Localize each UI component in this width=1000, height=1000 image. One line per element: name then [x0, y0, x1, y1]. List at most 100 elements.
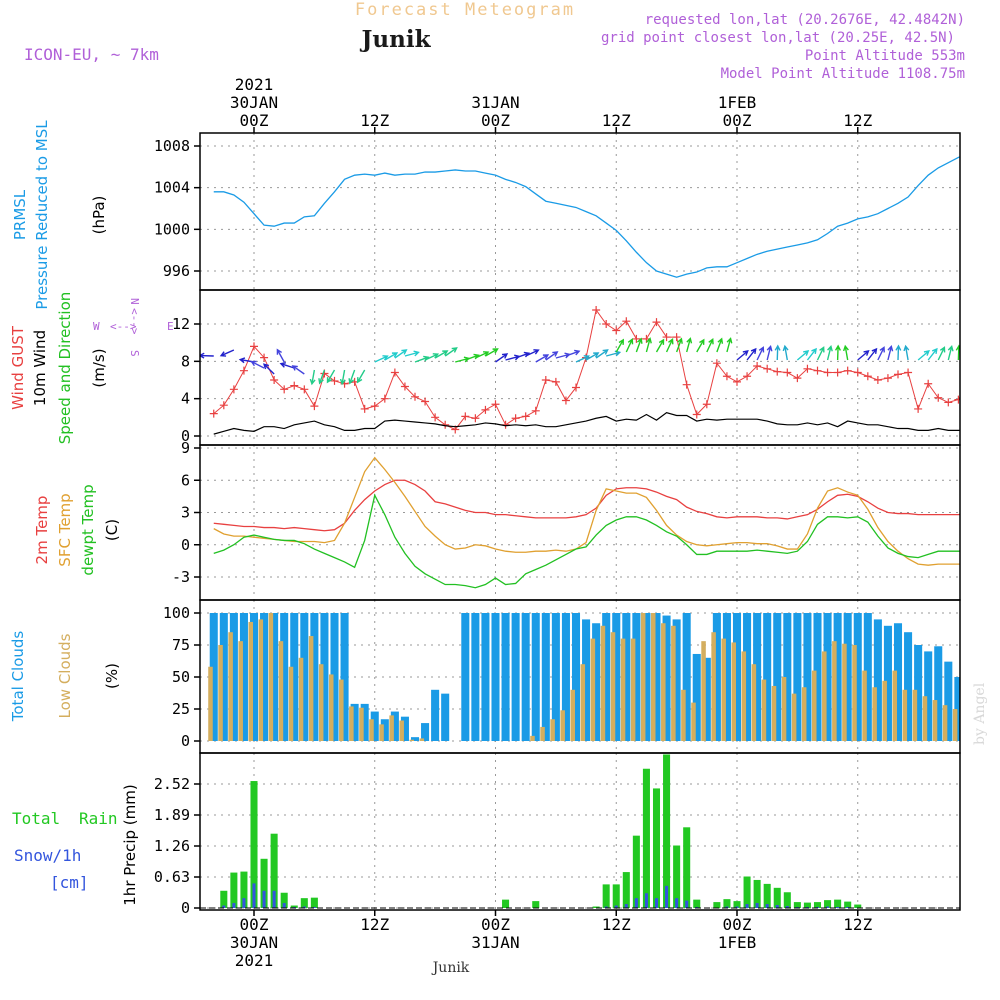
rain-bar: [592, 906, 600, 908]
total-cloud-bar: [471, 613, 480, 741]
wind-direction-arrow: [424, 353, 440, 361]
low-cloud-bar: [278, 641, 284, 741]
gust-marker: [370, 402, 379, 411]
wind-direction-arrow: [806, 347, 817, 361]
total-cloud-bar: [521, 613, 530, 741]
low-cloud-bar: [691, 702, 696, 741]
wind-direction-arrow: [595, 349, 609, 359]
low-cloud-bar: [580, 664, 586, 741]
low-cloud-bar: [248, 621, 254, 741]
pressure-series: [213, 156, 960, 278]
snow-bar: [775, 905, 779, 908]
rain-bar: [663, 754, 671, 908]
precip-label-cm: [cm]: [50, 873, 89, 892]
temp-ytick-label: 9: [181, 439, 190, 457]
low-cloud-bar: [963, 699, 968, 741]
wind-direction-arrow: [200, 352, 214, 359]
wind-direction-arrow: [535, 354, 550, 363]
wind-direction-arrow: [686, 337, 693, 353]
total-cloud-bar: [924, 651, 933, 741]
wind-direction-arrow: [927, 347, 938, 361]
gust-marker: [722, 372, 731, 381]
wind-label-speed: Speed and Direction: [56, 292, 74, 445]
wind-direction-arrow: [834, 344, 841, 361]
total-cloud-bar: [682, 613, 691, 741]
low-cloud-bar: [781, 677, 787, 741]
rain-bar: [743, 876, 751, 908]
gust-marker: [682, 380, 691, 389]
rain-bar: [763, 883, 771, 908]
total-cloud-bar: [481, 613, 490, 741]
sfc-temp-line: [213, 456, 960, 566]
total-cloud-bar: [813, 613, 822, 741]
top-time-label: 00Z: [240, 111, 269, 130]
cloud-series: [208, 613, 968, 741]
total-cloud-bar: [582, 619, 591, 741]
gust-marker: [250, 342, 258, 351]
low-cloud-bar: [399, 720, 404, 741]
gust-marker: [863, 372, 872, 381]
gust-marker: [652, 318, 661, 327]
gust-marker: [411, 392, 419, 401]
total-cloud-bar: [300, 613, 309, 741]
low-cloud-bar: [339, 679, 344, 741]
wind-direction-arrow: [877, 346, 885, 361]
gust-marker: [632, 334, 641, 343]
wind-direction-arrow: [782, 344, 789, 361]
rain-bar: [270, 833, 278, 908]
wind-direction-arrow: [374, 355, 389, 363]
gust-marker: [712, 359, 721, 368]
low-cloud-bar: [600, 625, 606, 741]
wind-direction-arrow: [766, 344, 773, 361]
total-cloud-bar: [239, 613, 248, 741]
precip-label-total: Total: [12, 809, 60, 828]
rain-bar: [834, 899, 842, 908]
gust-marker: [511, 414, 520, 423]
wind-line: [213, 412, 960, 435]
wind-series: [200, 306, 960, 435]
temp-label-sfc: SFC Temp: [56, 493, 74, 566]
wind-direction-arrow: [394, 349, 408, 359]
gust-marker: [954, 395, 960, 404]
low-cloud-bar: [218, 645, 223, 741]
total-cloud-bar: [551, 613, 560, 741]
clouds-ytick-label: 75: [172, 636, 190, 654]
wind-direction-arrow: [525, 349, 540, 357]
total-cloud-bar: [592, 623, 601, 741]
low-cloud-bar: [349, 706, 354, 741]
cloud-label-total: Total Clouds: [9, 631, 27, 723]
pressure-labels: PRMSL Pressure Reduced to MSL (hPa): [11, 120, 108, 310]
rain-bar: [502, 899, 510, 908]
low-cloud-bar: [701, 641, 706, 741]
total-cloud-bar: [944, 661, 953, 741]
total-cloud-bar: [541, 613, 550, 741]
bottom-time-label: 12Z: [843, 915, 872, 934]
wind-direction-arrow: [475, 351, 490, 359]
low-cloud-bar: [590, 638, 596, 741]
total-cloud-bar: [421, 723, 430, 741]
total-cloud-bar: [833, 613, 842, 741]
temp-ytick-label: 6: [181, 471, 190, 489]
low-cloud-bar: [540, 726, 545, 741]
wind-direction-arrow: [903, 344, 910, 361]
gust-marker: [461, 412, 470, 421]
bottom-time-label: 30JAN: [230, 933, 278, 952]
low-cloud-bar: [570, 689, 576, 741]
wind-direction-arrow: [796, 350, 810, 361]
snow-bar: [302, 906, 306, 908]
temp-panel: 9 6 3 0 -3: [172, 439, 960, 600]
top-time-label: 31JAN: [471, 93, 519, 112]
gust-marker: [400, 382, 409, 391]
wind-label-10m: 10m Wind: [31, 330, 49, 406]
gust-marker: [421, 397, 430, 406]
wind-direction-arrow: [291, 365, 305, 375]
bottom-time-label: 2021: [235, 951, 274, 970]
total-cloud-bar: [863, 613, 872, 741]
clouds-ytick-label: 25: [172, 700, 190, 718]
wind-direction-arrow: [696, 338, 705, 353]
rain-bar: [532, 901, 540, 908]
rain-bar: [723, 899, 731, 908]
snow-bar: [272, 890, 276, 908]
pressure-ytick-label: 1008: [154, 137, 190, 155]
